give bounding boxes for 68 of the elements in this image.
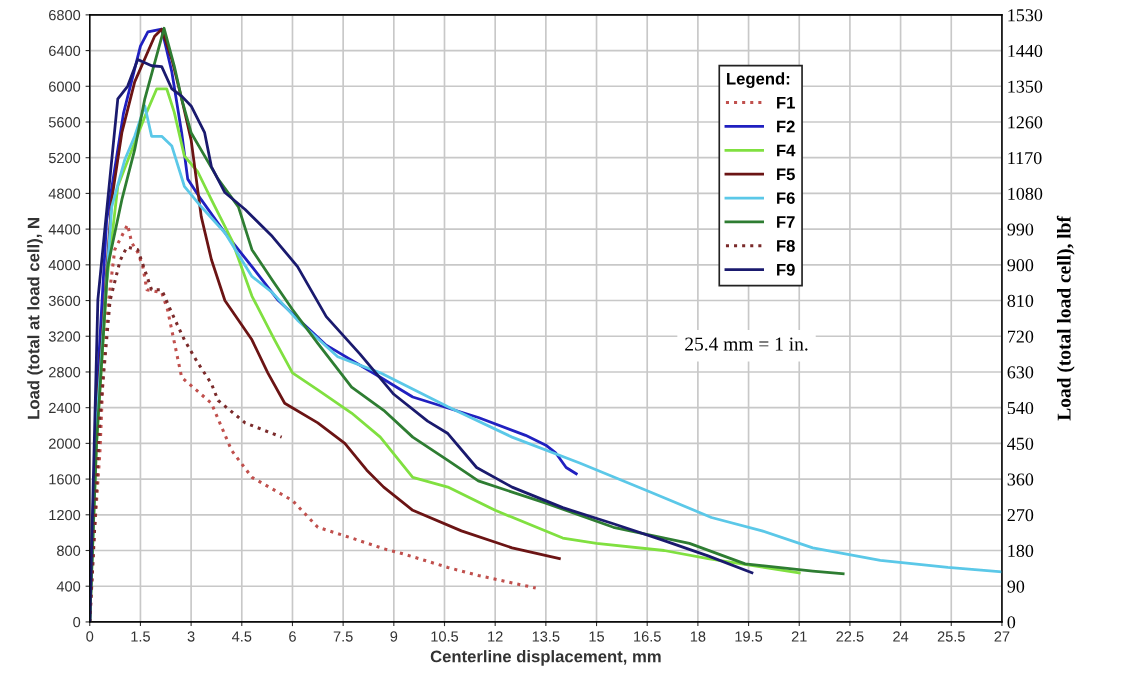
annotation: 25.4 mm = 1 in. bbox=[685, 337, 808, 351]
y-tick-label: 1200 bbox=[49, 509, 81, 521]
x-tick-label: 4.5 bbox=[231, 631, 252, 642]
y2-tick-label: 720 bbox=[1008, 330, 1034, 343]
y-tick-label: 800 bbox=[57, 545, 81, 556]
x-tick-label: 27 bbox=[994, 631, 1010, 642]
y-tick-label: 4800 bbox=[48, 188, 81, 199]
x-tick-label: 24 bbox=[893, 631, 909, 642]
y-tick-label: 2000 bbox=[49, 438, 81, 449]
y-tick-label: 3600 bbox=[48, 295, 81, 306]
x-tick-label: 25.5 bbox=[937, 631, 965, 642]
x-tick-label: 12 bbox=[488, 631, 503, 642]
y2-tick-label: 1350 bbox=[1008, 80, 1043, 93]
y-tick-label: 4000 bbox=[48, 259, 81, 271]
legend-label: F9 bbox=[777, 263, 795, 276]
x-tick-label: 22.5 bbox=[836, 631, 864, 642]
y2-tick-label: 630 bbox=[1007, 366, 1034, 379]
x-tick-label: 21 bbox=[791, 631, 807, 642]
y-tick-label: 6800 bbox=[49, 9, 81, 21]
x-tick-label: 3 bbox=[187, 631, 195, 642]
x-tick-label: 10.5 bbox=[431, 631, 459, 642]
y2-tick-label: 1440 bbox=[1008, 44, 1043, 58]
y2-tick-label: 0 bbox=[1007, 616, 1016, 629]
legend-label: F5 bbox=[777, 168, 795, 181]
y2-tick-label: 990 bbox=[1007, 223, 1034, 236]
y2-tick-label: 90 bbox=[1007, 580, 1025, 593]
legend-label: F4 bbox=[777, 144, 796, 157]
legend-label: F8 bbox=[777, 239, 795, 252]
y2-tick-label: 1170 bbox=[1008, 151, 1042, 165]
y-tick-label: 5600 bbox=[48, 117, 81, 128]
x-tick-label: 13.5 bbox=[532, 631, 560, 642]
y-tick-label: 1600 bbox=[49, 474, 81, 485]
y2-tick-label: 450 bbox=[1007, 437, 1034, 450]
y-tick-label: 400 bbox=[56, 581, 81, 592]
legend-label: F1 bbox=[777, 96, 795, 109]
x-tick-label: 9 bbox=[390, 631, 398, 642]
x-tick-label: 0 bbox=[86, 631, 94, 642]
legend-label: F6 bbox=[777, 192, 795, 205]
y-tick-label: 2800 bbox=[49, 367, 81, 378]
y-tick-label: 0 bbox=[73, 617, 81, 628]
y-tick-label: 6000 bbox=[49, 81, 81, 92]
y-tick-label: 6400 bbox=[49, 45, 81, 57]
x-tick-label: 18 bbox=[690, 631, 706, 642]
y-tick-label: 3200 bbox=[48, 331, 81, 342]
y2-axis-title: Load (total load cell), lbf bbox=[1056, 215, 1075, 421]
y2-tick-label: 1080 bbox=[1008, 187, 1043, 200]
y2-tick-label: 360 bbox=[1007, 473, 1034, 486]
y2-tick-label: 1260 bbox=[1008, 116, 1043, 129]
y-tick-label: 5200 bbox=[48, 152, 81, 164]
x-tick-label: 7.5 bbox=[333, 631, 353, 642]
x-axis-title: Centerline displacement, mm bbox=[430, 650, 661, 666]
legend-title: Legend: bbox=[727, 72, 790, 88]
x-tick-label: 19.5 bbox=[735, 631, 763, 642]
y2-tick-label: 270 bbox=[1007, 509, 1034, 522]
y-tick-label: 2400 bbox=[49, 402, 81, 414]
x-tick-label: 16.5 bbox=[634, 631, 661, 642]
y2-tick-label: 810 bbox=[1007, 294, 1034, 307]
y2-tick-label: 900 bbox=[1007, 259, 1034, 272]
y-axis-title: Load (total at load cell), N bbox=[27, 218, 43, 419]
y2-tick-label: 180 bbox=[1008, 544, 1034, 557]
y-tick-label: 4400 bbox=[48, 224, 81, 235]
x-tick-label: 15 bbox=[589, 631, 605, 642]
y2-tick-label: 540 bbox=[1007, 401, 1034, 415]
x-tick-label: 1.5 bbox=[131, 631, 150, 642]
legend-label: F7 bbox=[777, 216, 795, 228]
x-tick-label: 6 bbox=[289, 631, 296, 642]
y2-tick-label: 1530 bbox=[1008, 9, 1043, 22]
legend-label: F2 bbox=[777, 120, 795, 133]
